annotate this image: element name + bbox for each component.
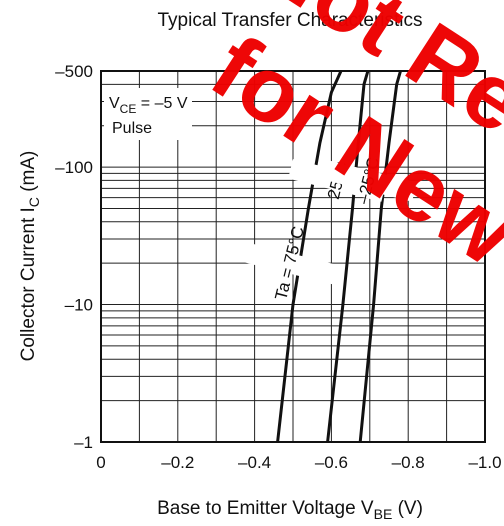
- tick-labels: 0 –0.2 –0.4 –0.6 –0.8 –1.0 –1 –10 –100 –500: [55, 62, 501, 472]
- x-tick-label: –0.6: [315, 453, 348, 472]
- pulse-condition: Pulse: [112, 120, 152, 137]
- series-label-background: [318, 159, 417, 202]
- y-tick-label: –1: [74, 433, 93, 452]
- y-tick-label: –10: [65, 296, 93, 315]
- y-tick-label: –500: [55, 62, 93, 81]
- x-tick-label: –1.0: [468, 453, 501, 472]
- y-tick-label: –100: [55, 158, 93, 177]
- x-tick-label: 0: [96, 453, 105, 472]
- series-label-background: [240, 241, 339, 285]
- conditions-label: VCE = –5 V Pulse: [104, 88, 192, 140]
- x-tick-label: –0.4: [238, 453, 271, 472]
- vce-condition: VCE = –5 V: [109, 95, 188, 116]
- x-tick-label: –0.2: [161, 453, 194, 472]
- plot-frame: [100, 70, 486, 443]
- y-axis-label: Collector Current IC (mA): [18, 151, 42, 362]
- conditions-background: [104, 88, 192, 140]
- x-tick-label: –0.8: [392, 453, 425, 472]
- x-axis-label: Base to Emitter Voltage VBE (V): [157, 498, 423, 522]
- chart-title: Typical Transfer Characteristics: [157, 10, 422, 31]
- series-labels: Ta = 75°C25°C–25°C: [240, 155, 417, 302]
